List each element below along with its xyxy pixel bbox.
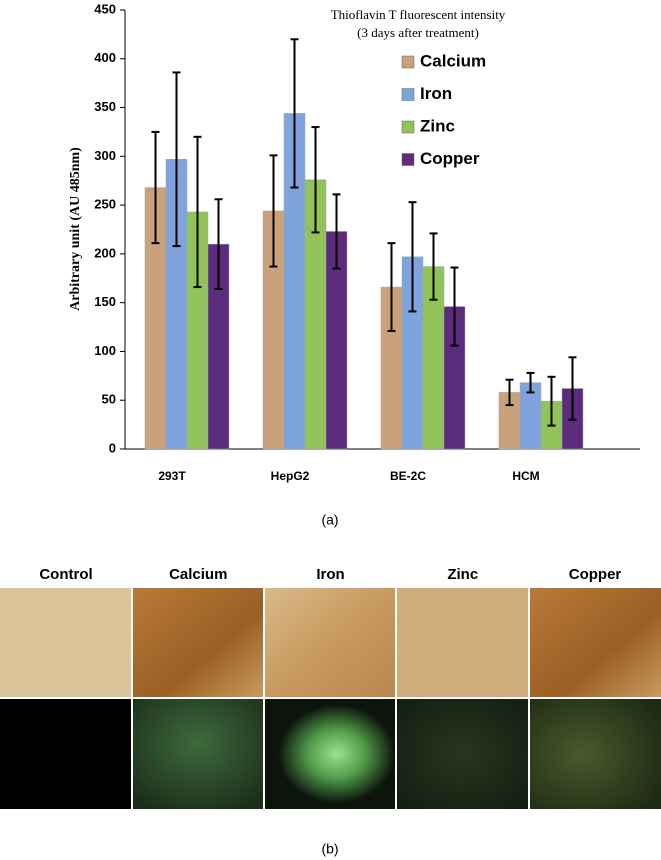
x-tick-label: HCM xyxy=(512,469,539,483)
micrograph xyxy=(397,699,528,809)
micrograph xyxy=(397,588,528,697)
error-bar xyxy=(547,375,556,427)
y-tick-label: 300 xyxy=(94,148,116,163)
legend-label: Zinc xyxy=(420,116,455,135)
micrograph xyxy=(133,588,263,697)
error-bar xyxy=(429,232,438,301)
micrograph xyxy=(133,699,263,809)
error-bar xyxy=(526,371,535,394)
error-bar xyxy=(505,378,514,407)
micrograph xyxy=(530,588,661,697)
column-label: Zinc xyxy=(447,566,478,583)
error-bar xyxy=(332,193,341,270)
legend-swatch xyxy=(401,120,415,134)
y-tick-label: 50 xyxy=(102,392,116,407)
chart-subtitle: (3 days after treatment) xyxy=(357,25,479,40)
x-tick-label: 293T xyxy=(158,469,186,483)
y-tick-label: 250 xyxy=(94,197,116,212)
panel-label: (a) xyxy=(321,512,338,528)
column-label: Iron xyxy=(316,566,344,583)
micrograph xyxy=(265,699,395,809)
error-bar xyxy=(269,154,278,268)
y-tick-label: 150 xyxy=(94,294,116,309)
y-tick-label: 350 xyxy=(94,99,116,114)
error-bar xyxy=(172,71,181,248)
legend-label: Iron xyxy=(420,84,452,103)
x-tick-label: HepG2 xyxy=(271,469,310,483)
y-tick-label: 450 xyxy=(94,1,116,16)
y-tick-label: 0 xyxy=(109,440,116,455)
micrograph xyxy=(530,699,661,809)
micrograph xyxy=(0,699,131,809)
column-label: Control xyxy=(39,566,92,583)
legend-swatch xyxy=(401,55,415,69)
error-bar xyxy=(568,356,577,421)
legend-swatch xyxy=(401,153,415,166)
legend-swatch xyxy=(401,88,415,101)
chart-title: Thioflavin T fluorescent intensity xyxy=(331,7,506,22)
error-bar xyxy=(290,38,299,189)
panel-label: (b) xyxy=(321,841,338,857)
y-tick-label: 100 xyxy=(94,343,116,358)
micrographs xyxy=(0,588,661,809)
error-bar xyxy=(450,266,459,347)
error-bar xyxy=(193,135,202,289)
y-axis-label: Arbitrary unit (AU 485nm) xyxy=(68,147,83,311)
micrograph xyxy=(265,588,395,697)
column-label: Calcium xyxy=(169,566,227,583)
legend-label: Calcium xyxy=(420,51,486,70)
x-tick-label: BE-2C xyxy=(390,469,426,483)
error-bar xyxy=(408,201,417,313)
error-bar xyxy=(311,126,320,234)
column-label: Copper xyxy=(569,566,622,583)
micrograph xyxy=(0,588,131,697)
error-bar xyxy=(214,198,223,291)
error-bar xyxy=(387,242,396,332)
legend-label: Copper xyxy=(420,149,480,168)
error-bar xyxy=(151,130,160,245)
y-tick-label: 400 xyxy=(94,50,116,65)
y-tick-label: 200 xyxy=(94,245,116,260)
